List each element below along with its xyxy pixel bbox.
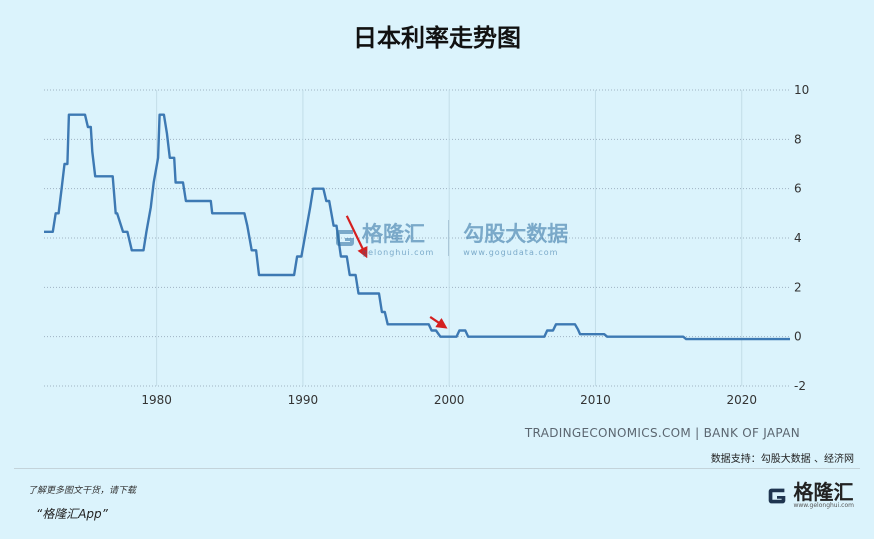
x-tick-label: 1980 — [141, 393, 172, 407]
y-tick-label: 0 — [794, 330, 802, 344]
footer-divider — [14, 468, 860, 469]
annotations — [345, 215, 448, 329]
brand-logo-icon — [769, 488, 786, 503]
y-tick-label: 8 — [794, 132, 802, 146]
promo-text: 了解更多图文干货，请下载 — [28, 486, 137, 496]
data-support-note: 数据支持：勾股大数据 、经济网 — [710, 454, 854, 465]
annotation-arrow — [345, 215, 368, 259]
annotation-arrow — [429, 316, 448, 329]
tick-labels: 10 8 6 4 2 0 -2 1980 1990 2000 2010 2020 — [141, 83, 809, 407]
brand-name: 格隆汇 — [793, 480, 854, 504]
series-line — [44, 113, 790, 341]
x-tick-label: 2020 — [726, 393, 757, 407]
y-tick-label: 10 — [794, 83, 809, 97]
chart-title: 日本利率走势图 — [353, 24, 521, 52]
series-layer — [44, 113, 790, 341]
promo-app-name: “格隆汇App” — [36, 507, 108, 521]
brand-logo: 格隆汇 www.gelonghui.com — [765, 482, 854, 509]
x-tick-label: 2000 — [434, 393, 465, 407]
y-tick-label: 2 — [794, 280, 802, 294]
brand-url: www.gelonghui.com — [793, 502, 854, 509]
y-tick-label: 6 — [794, 182, 802, 196]
source-credit: TRADINGECONOMICS.COM | BANK OF JAPAN — [524, 426, 800, 440]
y-tick-label: -2 — [794, 379, 806, 393]
y-tick-label: 4 — [794, 231, 802, 245]
x-tick-label: 2010 — [580, 393, 611, 407]
x-tick-label: 1990 — [288, 393, 319, 407]
grid — [44, 89, 790, 387]
